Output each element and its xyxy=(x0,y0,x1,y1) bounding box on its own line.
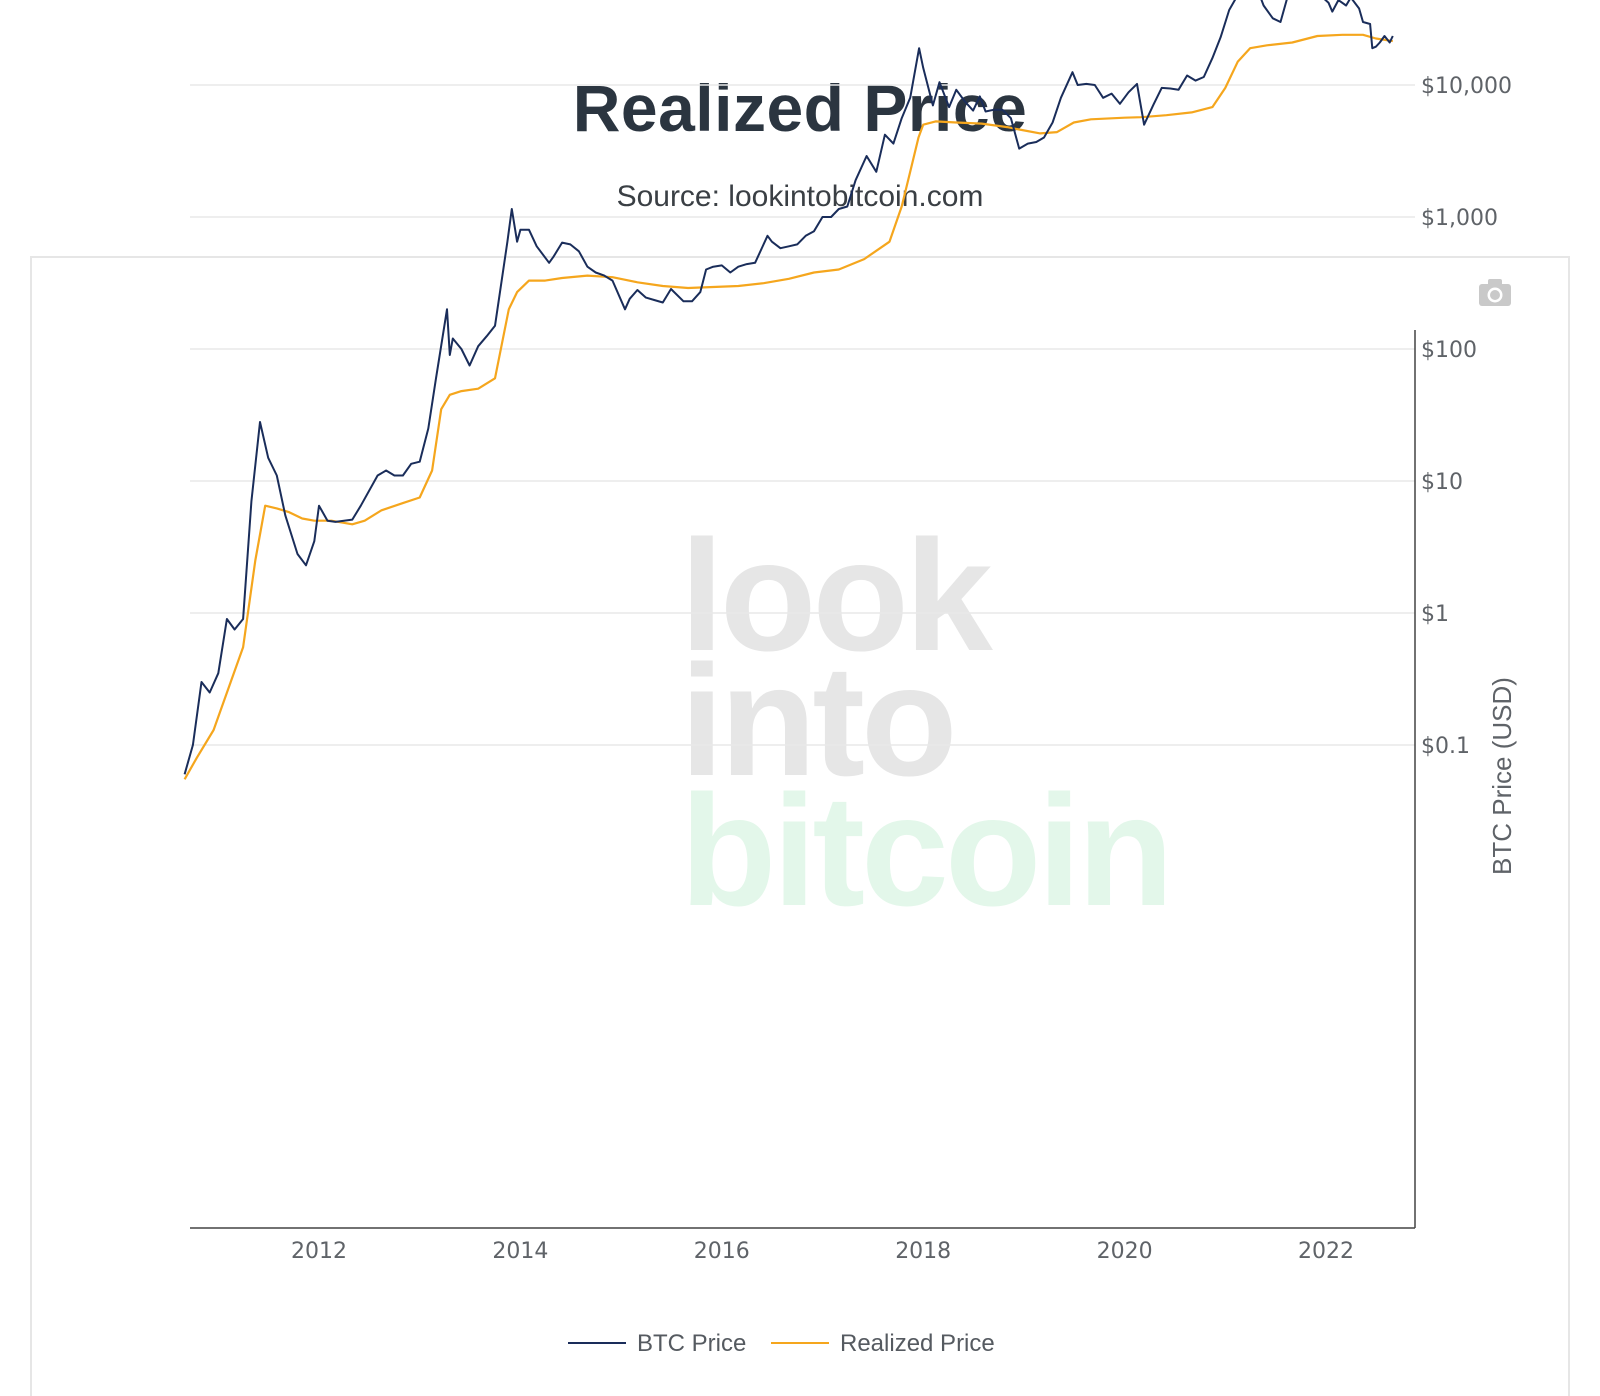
y-tick-label: $10,000 xyxy=(1421,74,1512,99)
axes xyxy=(190,330,1416,1229)
legend: BTC Price Realized Price xyxy=(568,1330,995,1357)
y-tick-labels: $0.1$1$10$100$1,000$10,000$100,000 xyxy=(1421,74,1512,759)
watermark-into: into xyxy=(680,633,954,809)
watermark: look into bitcoin xyxy=(680,508,1174,939)
legend-label-realized-price: Realized Price xyxy=(840,1330,995,1357)
y-tick-label: $1 xyxy=(1421,602,1449,627)
watermark-bitcoin: bitcoin xyxy=(680,763,1170,939)
series-line-btc-price xyxy=(183,0,1394,775)
y-tick-label: $100 xyxy=(1421,338,1477,363)
gridlines xyxy=(190,84,1415,746)
y-tick-label: $0.1 xyxy=(1421,734,1470,759)
x-tick-label: 2014 xyxy=(492,1239,548,1264)
x-tick-label: 2022 xyxy=(1298,1239,1354,1264)
x-tick-labels: 2012 2014 2016 2018 2020 2022 xyxy=(291,1239,1354,1264)
x-tick-label: 2016 xyxy=(694,1239,750,1264)
watermark-look: look xyxy=(680,508,994,684)
x-tick-label: 2020 xyxy=(1097,1239,1153,1264)
x-tick-label: 2012 xyxy=(291,1239,347,1264)
camera-icon[interactable] xyxy=(1478,278,1512,308)
page-subtitle: Source: lookintobitcoin.com xyxy=(616,180,984,213)
legend-item-realized-price[interactable]: Realized Price xyxy=(771,1330,995,1357)
series-group xyxy=(183,0,1394,780)
y-axis-title: BTC Price (USD) xyxy=(1487,677,1517,875)
legend-item-btc-price[interactable]: BTC Price xyxy=(568,1330,746,1357)
y-tick-label: $1,000 xyxy=(1421,206,1498,231)
page-title: Realized Price xyxy=(572,71,1028,145)
y-tick-label: $10 xyxy=(1421,470,1463,495)
x-tick-label: 2018 xyxy=(895,1239,951,1264)
chart-panel xyxy=(30,256,1570,1396)
legend-label-btc-price: BTC Price xyxy=(637,1330,746,1357)
